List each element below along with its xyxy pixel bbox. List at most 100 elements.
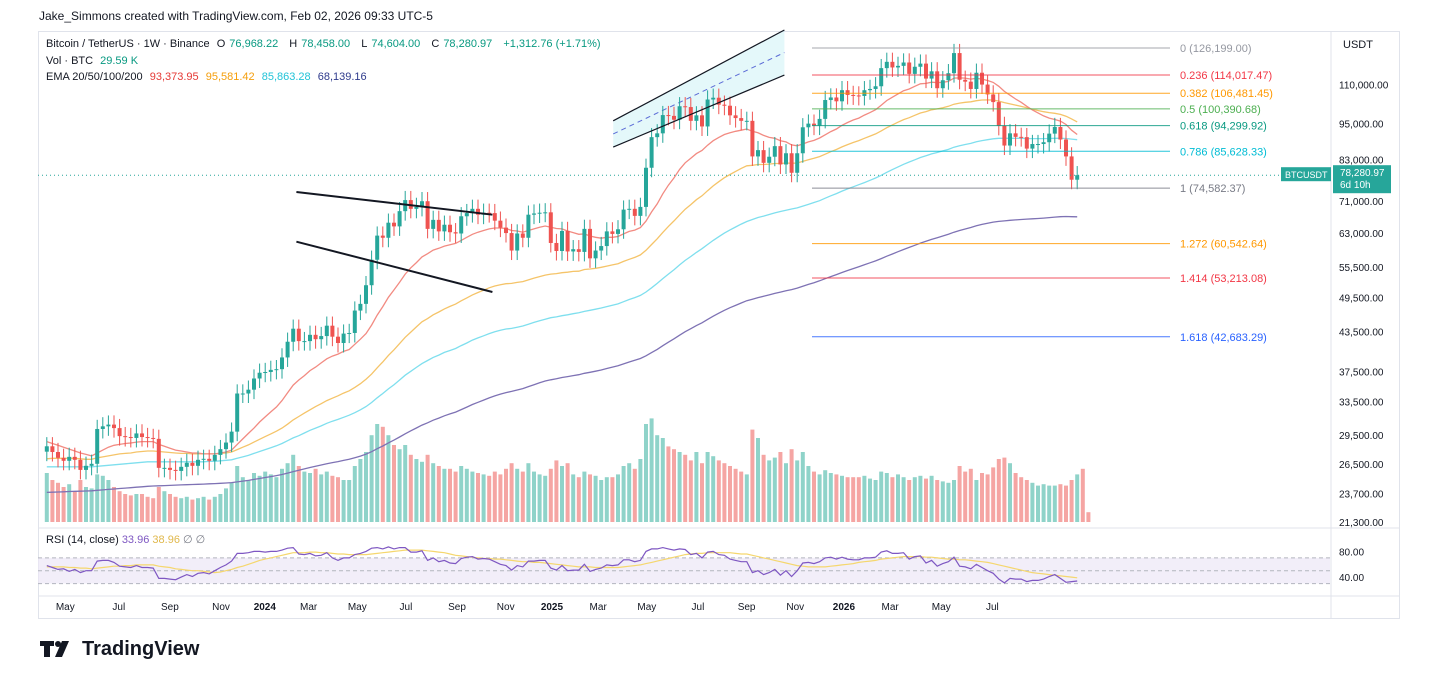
candle-body [330, 325, 335, 337]
ema-legend[interactable]: EMA 20/50/100/200 93,373.95 95,581.42 85… [46, 71, 371, 83]
candle-body [274, 369, 279, 371]
candle-body [100, 426, 105, 429]
candle-body [772, 146, 777, 157]
candle-body [817, 118, 822, 126]
volume-bar [515, 468, 520, 522]
volume-bar [442, 468, 447, 522]
price-axis-label: 49,500.00 [1339, 293, 1384, 304]
volume-bar [268, 474, 273, 522]
fib-level-label: 0 (126,199.00) [1180, 43, 1252, 55]
countdown-text: 6d 10h [1340, 180, 1371, 191]
volume-bar [235, 466, 240, 522]
volume-bar [705, 452, 710, 522]
volume-bar [436, 466, 441, 522]
candle-body [963, 79, 968, 82]
candle-body [756, 150, 760, 157]
candle-body [1024, 137, 1029, 149]
volume-bar [560, 466, 564, 522]
channel-line [612, 74, 785, 148]
candle-body [448, 224, 452, 233]
price-axis-label: 37,500.00 [1339, 367, 1384, 378]
candle-body [403, 200, 408, 212]
candle-body [162, 467, 167, 469]
candle-body [700, 115, 704, 127]
candle-body [464, 213, 469, 217]
currency-label[interactable]: USDT [1343, 39, 1373, 51]
volume-bar [974, 480, 979, 522]
candle-body [431, 219, 436, 229]
candle-body [319, 336, 324, 340]
volume-bar [700, 463, 704, 522]
volume-bar [1019, 477, 1024, 522]
time-axis-label: Mar [590, 602, 608, 613]
high-value: 78,458.00 [301, 38, 351, 50]
fib-level-label: 1.618 (42,683.29) [1180, 332, 1267, 344]
chart-frame[interactable] [38, 31, 1400, 619]
volume-bar [218, 494, 223, 522]
candle-body [212, 454, 217, 461]
symbol-tag-text: BTCUSDT [1285, 170, 1328, 180]
current-price-tag [1333, 165, 1391, 194]
volume-bar [996, 459, 1001, 522]
volume-bar [666, 446, 671, 522]
volume-bar [464, 468, 469, 522]
candle-body [257, 372, 262, 379]
volume-bar [453, 471, 458, 522]
candle-body [728, 105, 732, 116]
candle-body [442, 224, 447, 232]
change-value: +1,312.76 (+1.71%) [503, 38, 601, 50]
volume-bar [347, 480, 352, 522]
volume-bar [285, 463, 290, 522]
tradingview-logo[interactable]: TradingView [40, 636, 199, 662]
close-value: 78,280.97 [443, 38, 493, 50]
volume-bar [1052, 485, 1057, 522]
volume-bar [980, 473, 984, 522]
volume-bar [812, 471, 816, 522]
candle-body [56, 451, 60, 458]
volume-bar [112, 487, 116, 522]
volume-bar [784, 463, 788, 522]
candle-body [145, 437, 150, 439]
candle-body [324, 325, 329, 337]
volume-bar [1002, 457, 1007, 522]
volume-bar [212, 496, 217, 522]
rsi-legend[interactable]: RSI (14, close) 33.96 38.96 ∅ ∅ [46, 533, 205, 546]
current-price-text: 78,280.97 [1340, 168, 1385, 179]
rsi-axis-label: 40.00 [1339, 573, 1364, 584]
volume-bar [470, 471, 475, 522]
tradingview-logo-icon [40, 641, 69, 657]
candle-body [252, 378, 256, 390]
volume-bar [44, 473, 49, 522]
volume-bar [117, 491, 122, 522]
volume-bar [901, 477, 906, 522]
low-label: L [361, 38, 368, 50]
candle-body [352, 310, 357, 333]
candle-body [705, 99, 710, 127]
volume-bar [201, 496, 206, 522]
volume-bar [375, 424, 380, 522]
volume-bar [918, 475, 923, 522]
candle-body [1069, 156, 1074, 180]
candle-body [946, 73, 951, 81]
volume-bar [319, 474, 324, 522]
volume-bar [386, 435, 391, 522]
volume-legend[interactable]: Vol · BTC 29.59 K [46, 55, 142, 67]
volume-bar [67, 484, 72, 522]
time-axis-label: 2025 [541, 602, 564, 613]
candle-body [95, 428, 100, 464]
volume-bar [358, 459, 363, 522]
ema20-line [46, 77, 1078, 457]
symbol-title[interactable]: Bitcoin / TetherUS · 1W · Binance [46, 38, 210, 50]
time-axis-label: 2026 [833, 602, 856, 613]
volume-bar [336, 477, 340, 522]
volume-bar [672, 449, 676, 522]
candle-body [106, 424, 111, 427]
chart-creator-caption: Jake_Simmons created with TradingView.co… [39, 9, 433, 23]
fib-level-label: 0.618 (94,299.92) [1180, 121, 1267, 133]
candle-body [291, 328, 296, 342]
time-axis-label: Sep [448, 602, 466, 613]
volume-bar [890, 477, 895, 522]
candle-body [856, 95, 861, 97]
symbol-legend[interactable]: Bitcoin / TetherUS · 1W · Binance O 76,96… [46, 38, 605, 50]
